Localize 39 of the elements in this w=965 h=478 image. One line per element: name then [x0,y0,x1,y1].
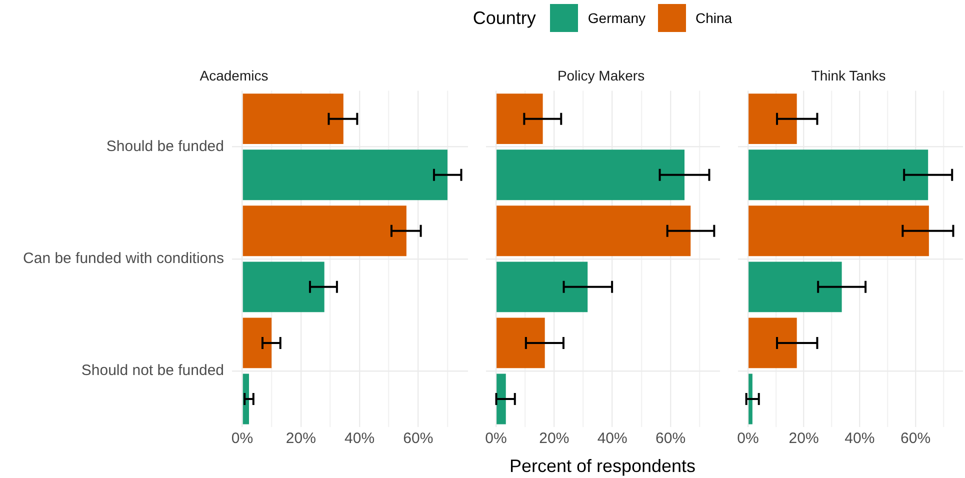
x-tick-label: 40% [344,430,375,448]
bar [496,374,506,424]
x-tick-label: 20% [539,430,570,448]
legend-label: China [696,10,732,26]
bar [242,318,272,368]
x-tick-label: 20% [286,430,316,448]
x-tick-label: 20% [788,430,819,448]
bar [242,150,448,200]
legend-title: Country [472,8,536,28]
bar [242,94,344,144]
x-tick-label: 0% [231,430,254,448]
y-tick-label: Should not be funded [81,362,224,380]
x-tick-label: 60% [656,430,686,448]
bar [748,262,842,312]
x-tick-label: 40% [597,430,628,448]
y-tick-label: Should be funded [106,138,224,155]
x-tick-label: 40% [844,430,875,448]
x-tick-label: 0% [485,430,507,448]
bar [748,206,929,256]
legend-label: Germany [588,10,646,26]
x-tick-label: 60% [900,430,931,448]
x-tick-label: 0% [737,430,759,448]
bar [496,318,545,368]
chart-title: Academics [200,67,268,84]
chart-title: Policy Makers [557,67,645,84]
bar [242,262,324,312]
bar [748,150,928,200]
x-axis-title: Percent of respondents [508,456,697,477]
bar [496,262,588,312]
bar [748,318,797,368]
bar [496,150,685,200]
bar [496,206,691,256]
chart-title: Think Tanks [811,67,886,84]
bar [496,94,543,144]
x-tick-label: 60% [403,430,434,448]
bar [242,206,406,256]
bar [748,374,752,424]
y-tick-label: Can be funded with conditions [23,250,224,268]
bar [748,94,797,144]
